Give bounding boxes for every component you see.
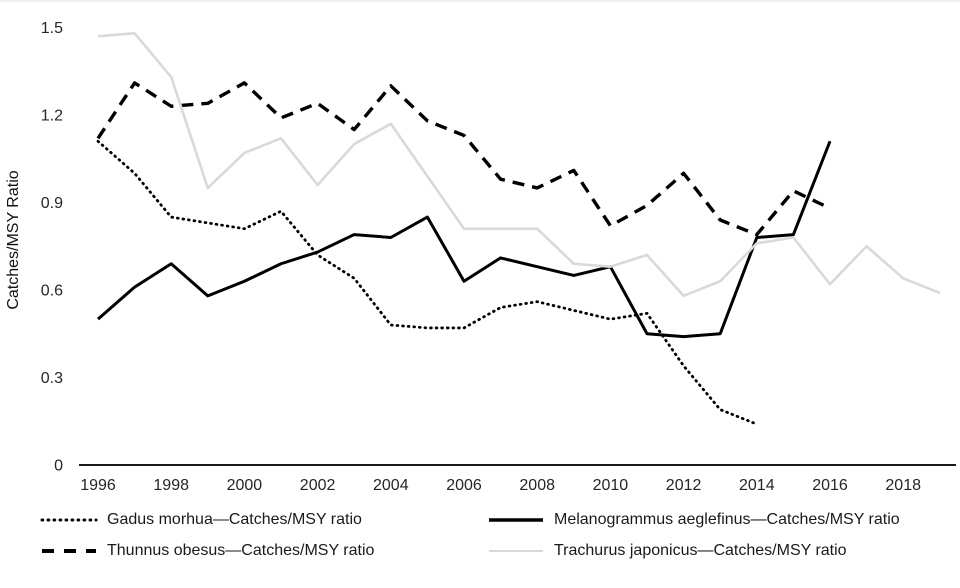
series-line-trachurus-japonicus — [97, 32, 941, 298]
legend-dashed-line-swatch-icon — [42, 549, 96, 553]
x-tick-label: 2010 — [593, 477, 629, 494]
series-lines — [96, 32, 941, 426]
x-tick-label: 2012 — [666, 477, 702, 494]
x-tick-label: 1998 — [153, 477, 189, 494]
x-tick-label: 2018 — [885, 477, 921, 494]
x-tick-label: 2008 — [519, 477, 555, 494]
y-tick-label: 1.2 — [41, 108, 63, 125]
legend-dotted-line-swatch-icon — [40, 518, 98, 522]
x-tick-label: 2014 — [739, 477, 775, 494]
y-tick-label: 0.6 — [41, 283, 63, 300]
legend-item-melanogrammus-aeglefinus: Melanogrammus aeglefinus—Catches/MSY rat… — [487, 511, 960, 529]
y-axis-tick-labels: 0 0.3 0.6 0.9 1.2 1.5 — [41, 20, 63, 475]
y-axis-title: Catches/MSY Ratio — [5, 170, 22, 309]
x-tick-label: 2006 — [446, 477, 482, 494]
line-chart: Catches/MSY Ratio 00.30.60.91.21.5 1996 1… — [5, 20, 956, 494]
x-tick-label: 2004 — [373, 477, 409, 494]
x-tick-label: 1996 — [80, 477, 116, 494]
legend-solid-line-swatch-icon — [489, 518, 543, 522]
legend-label: Melanogrammus aeglefinus—Catches/MSY rat… — [554, 511, 900, 528]
x-axis-tick-labels: 1996 1998 2000 2002 2004 2006 2008 2010 2012 2014… — [80, 477, 921, 494]
y-tick-label: 0.9 — [41, 195, 63, 212]
y-tick-label: 1.5 — [41, 20, 63, 37]
y-tick-label: 0 — [54, 458, 63, 475]
series-line-melanogrammus-aeglefinus — [97, 140, 832, 339]
legend-label: Thunnus obesus—Catches/MSY ratio — [107, 542, 375, 559]
legend-label: Trachurus japonicus—Catches/MSY ratio — [554, 542, 847, 559]
legend-item-gadus-morhua: Gadus morhua—Catches/MSY ratio — [40, 511, 487, 529]
chart-legend: Gadus morhua—Catches/MSY ratio Melanogram… — [0, 505, 960, 560]
legend-label: Gadus morhua—Catches/MSY ratio — [107, 511, 362, 528]
x-tick-label: 2000 — [227, 477, 263, 494]
series-line-thunnus-obesus — [96, 81, 831, 237]
legend-item-thunnus-obesus: Thunnus obesus—Catches/MSY ratio — [40, 542, 487, 560]
x-tick-label: 2016 — [812, 477, 848, 494]
legend-item-trachurus-japonicus: Trachurus japonicus—Catches/MSY ratio — [487, 542, 960, 560]
legend-solid-line-swatch-icon — [489, 550, 543, 552]
series-line-gadus-morhua — [96, 139, 759, 426]
top-border-line — [0, 0, 960, 2]
y-tick-label: 0.3 — [41, 370, 63, 387]
x-tick-label: 2002 — [300, 477, 336, 494]
